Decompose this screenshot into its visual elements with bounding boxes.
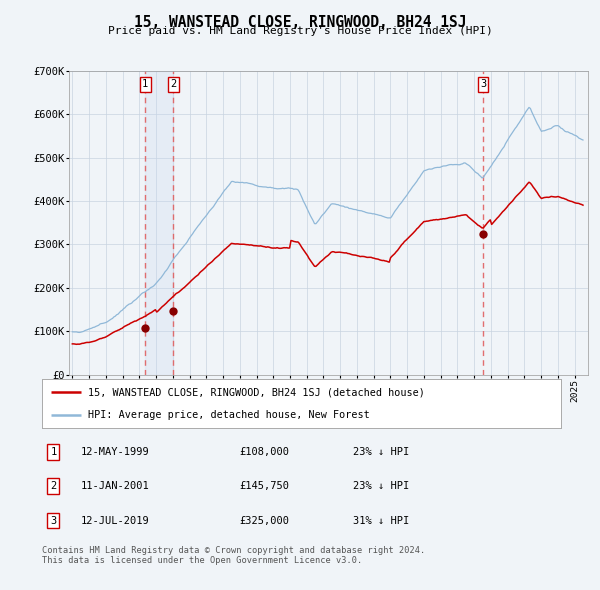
Text: 15, WANSTEAD CLOSE, RINGWOOD, BH24 1SJ: 15, WANSTEAD CLOSE, RINGWOOD, BH24 1SJ [134, 15, 466, 30]
Text: 2: 2 [170, 80, 176, 90]
Text: 3: 3 [480, 80, 486, 90]
Text: HPI: Average price, detached house, New Forest: HPI: Average price, detached house, New … [88, 410, 370, 420]
Text: Contains HM Land Registry data © Crown copyright and database right 2024.
This d: Contains HM Land Registry data © Crown c… [42, 546, 425, 565]
Text: £145,750: £145,750 [239, 481, 289, 491]
Text: 23% ↓ HPI: 23% ↓ HPI [353, 447, 410, 457]
Text: 1: 1 [142, 80, 148, 90]
Text: £325,000: £325,000 [239, 516, 289, 526]
Bar [145, 71, 173, 375]
Text: 11-JAN-2001: 11-JAN-2001 [81, 481, 149, 491]
Text: 2: 2 [50, 481, 56, 491]
Text: £108,000: £108,000 [239, 447, 289, 457]
Text: 15, WANSTEAD CLOSE, RINGWOOD, BH24 1SJ (detached house): 15, WANSTEAD CLOSE, RINGWOOD, BH24 1SJ (… [88, 388, 425, 398]
Text: 12-MAY-1999: 12-MAY-1999 [81, 447, 149, 457]
Text: 1: 1 [50, 447, 56, 457]
Text: 31% ↓ HPI: 31% ↓ HPI [353, 516, 410, 526]
Text: 12-JUL-2019: 12-JUL-2019 [81, 516, 149, 526]
Text: 23% ↓ HPI: 23% ↓ HPI [353, 481, 410, 491]
Text: Price paid vs. HM Land Registry's House Price Index (HPI): Price paid vs. HM Land Registry's House … [107, 26, 493, 36]
Text: 3: 3 [50, 516, 56, 526]
